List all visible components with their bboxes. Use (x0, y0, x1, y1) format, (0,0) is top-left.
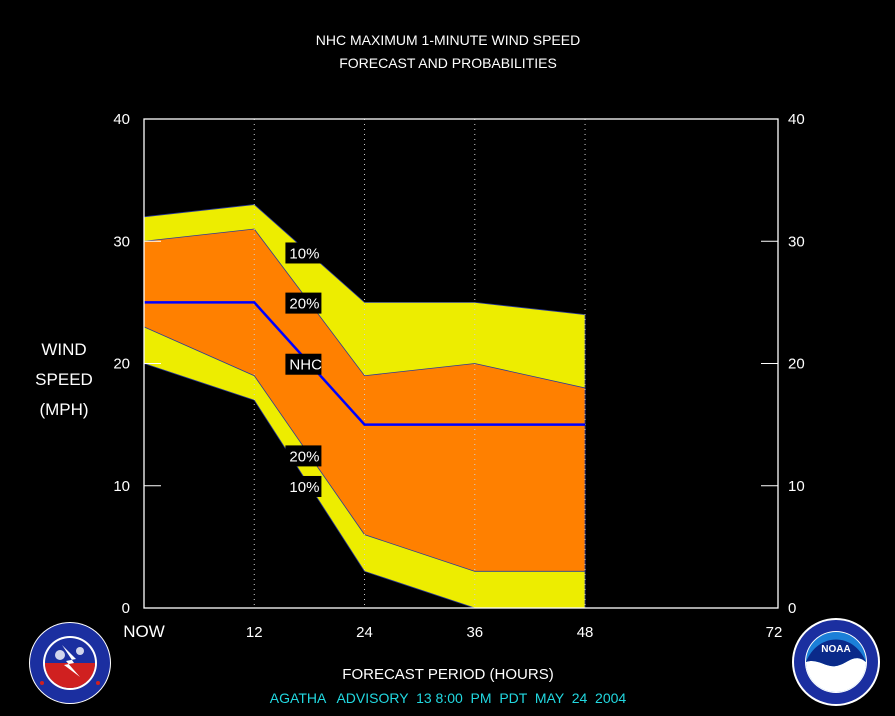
x-tick-label-36: 36 (466, 624, 483, 641)
chart-title-line-1: NHC MAXIMUM 1-MINUTE WIND SPEED (316, 32, 580, 48)
y-axis-label-line-3: (MPH) (39, 400, 88, 419)
band-label-bg-1 (285, 292, 322, 314)
y-tick-label-right-0: 0 (788, 600, 796, 617)
band-label-0: 10% (289, 245, 319, 262)
y-tick-label-left-40: 40 (113, 111, 130, 128)
band-label-bg-4 (285, 475, 322, 497)
band-label-bg-0 (285, 242, 322, 264)
advisory-footer: AGATHA ADVISORY 13 8:00 PM PDT MAY 24 20… (270, 690, 627, 706)
chart-title-line-2: FORECAST AND PROBABILITIES (339, 55, 557, 71)
nhc-forecast-line (144, 301, 586, 426)
x-tick-label-NOW: NOW (123, 622, 165, 641)
y-axis-label-line-1: WIND (41, 340, 86, 359)
probability-bands (143, 204, 586, 609)
x-tick-label-12: 12 (246, 624, 263, 641)
y-tick-label-left-30: 30 (113, 233, 130, 250)
axis-ticks: 0 0 10 10 20 20 30 30 40 40 NOW 12 24 36 48 72 (113, 111, 804, 641)
band-label-bg-3 (285, 445, 322, 467)
y-tick-label-right-40: 40 (788, 111, 805, 128)
y-tick-label-left-0: 0 (122, 600, 130, 617)
x-tick-label-48: 48 (577, 624, 594, 641)
y-tick-label-right-20: 20 (788, 356, 805, 373)
y-tick-label-left-20: 20 (113, 356, 130, 373)
band-label-4: 10% (289, 479, 319, 496)
x-tick-label-72: 72 (766, 624, 783, 641)
x-tick-label-24: 24 (356, 624, 373, 641)
nhc-forecast-line-group (144, 301, 586, 426)
x-axis-label: FORECAST PERIOD (HOURS) (342, 666, 553, 683)
noaa-logo-text: NOAA (821, 644, 850, 655)
band-label-1: 20% (289, 296, 319, 313)
noaa-logo: NOAA (792, 618, 880, 706)
y-tick-label-right-30: 30 (788, 233, 805, 250)
y-tick-label-left-10: 10 (113, 478, 130, 495)
band-label-3: 20% (289, 448, 319, 465)
y-axis-label-line-2: SPEED (35, 370, 93, 389)
band-labels: 10% 20% NHC 20% 10% (285, 242, 322, 497)
band-label-bg-2 (285, 353, 322, 375)
nws-logo (29, 622, 111, 704)
band-label-2: NHC (289, 357, 322, 374)
y-tick-label-right-10: 10 (788, 478, 805, 495)
